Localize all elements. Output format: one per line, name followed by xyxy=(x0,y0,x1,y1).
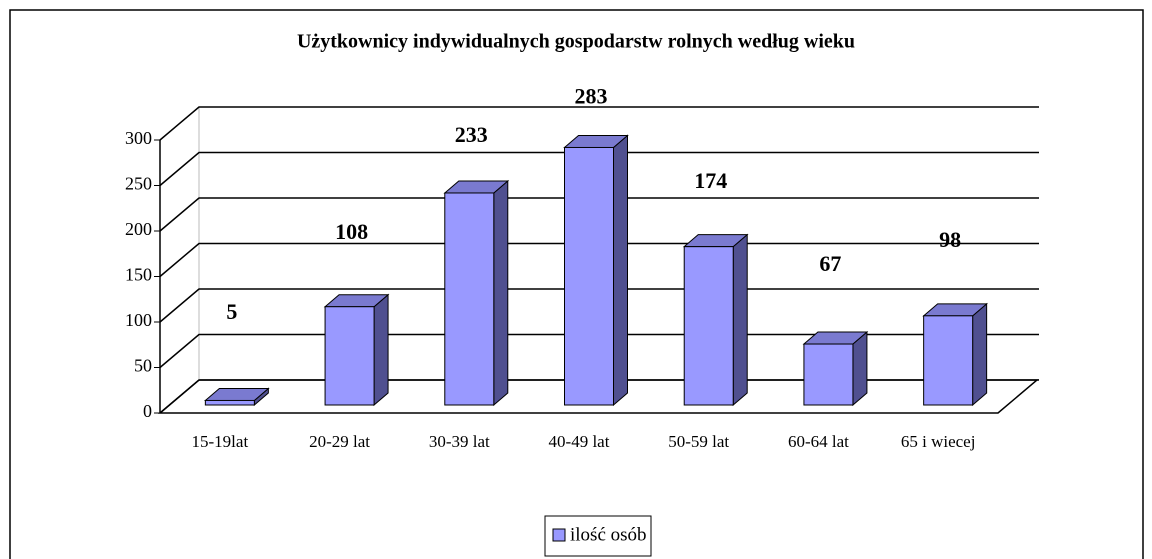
grid-line xyxy=(159,197,1039,232)
bar xyxy=(803,343,854,406)
chart-title: Użytkownicy indywidualnych gospodarstw r… xyxy=(297,31,855,53)
bar-side xyxy=(613,134,628,407)
y-tick-label: 300 xyxy=(125,128,152,148)
bar-side xyxy=(732,233,748,407)
bar xyxy=(564,146,614,406)
data-label: 233 xyxy=(455,122,488,147)
y-tick-label: 0 xyxy=(143,401,152,421)
plot-area: 0 50 100 150 200 250 300 15-19lat 5 20-29 lat 108 3… xyxy=(125,83,1040,451)
data-label: 67 xyxy=(819,251,841,276)
legend-swatch xyxy=(552,528,566,542)
x-tick-label: 15-19lat xyxy=(192,432,249,451)
bar-side xyxy=(972,302,988,407)
grid-line xyxy=(159,106,1039,141)
bar-side xyxy=(493,179,509,407)
data-label: 98 xyxy=(939,227,961,252)
bar xyxy=(324,306,375,406)
x-tick-label: 50-59 lat xyxy=(668,432,729,451)
y-tick-label: 150 xyxy=(125,265,152,285)
data-label: 108 xyxy=(335,219,368,244)
bar xyxy=(683,246,734,406)
x-tick-label: 60-64 lat xyxy=(788,432,849,451)
grid-line xyxy=(159,288,1039,323)
x-tick-label: 40-49 lat xyxy=(549,432,610,451)
x-tick-label: 20-29 lat xyxy=(309,432,370,451)
grid-line xyxy=(159,379,1039,414)
bar-side xyxy=(852,330,868,407)
y-tick-label: 250 xyxy=(125,174,152,194)
x-tick-label: 30-39 lat xyxy=(429,432,490,451)
grid-line xyxy=(159,151,1039,187)
bar xyxy=(444,192,495,406)
bar xyxy=(204,399,255,406)
grid-line xyxy=(159,242,1039,278)
x-tick-label: 65 i wiecej xyxy=(901,432,976,451)
grid-line xyxy=(159,333,1039,369)
y-tick-label: 200 xyxy=(125,219,152,239)
data-label: 5 xyxy=(226,299,237,324)
data-label: 283 xyxy=(575,83,608,108)
legend-label: ilość osób xyxy=(570,524,647,545)
data-label: 174 xyxy=(694,168,727,193)
y-tick-label: 100 xyxy=(125,310,152,330)
y-tick-label: 50 xyxy=(134,356,152,376)
bar xyxy=(923,315,974,406)
bar-side xyxy=(373,293,389,407)
